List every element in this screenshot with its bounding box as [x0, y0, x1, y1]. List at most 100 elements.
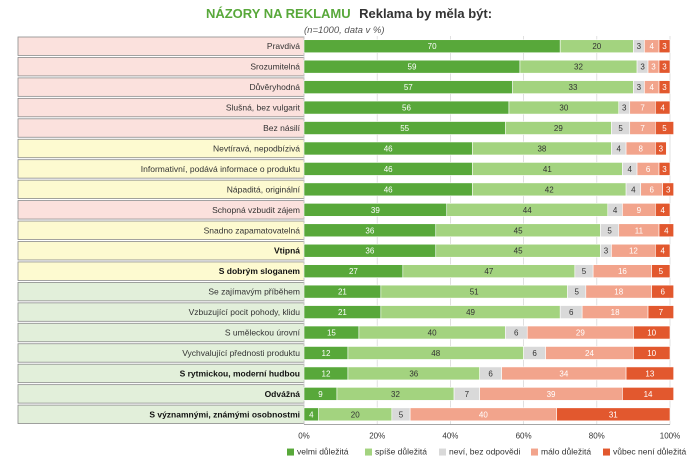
bar-value-label: 12 — [322, 349, 331, 358]
bar-value-label: 21 — [338, 308, 347, 317]
x-tick-label: 40% — [442, 432, 458, 441]
bar-value-label: 33 — [569, 83, 578, 92]
bar-value-label: 7 — [640, 124, 645, 133]
bar-value-label: 4 — [664, 226, 669, 235]
bar-value-label: 21 — [338, 288, 347, 297]
legend-swatch — [603, 448, 610, 456]
bar-segment — [655, 121, 674, 135]
x-tick-label: 0% — [298, 432, 310, 441]
category-label: Vzbuzující pocit pohody, klidu — [189, 307, 301, 317]
bar-value-label: 7 — [659, 308, 664, 317]
bar-value-label: 36 — [365, 247, 374, 256]
category-label: Nevtíravá, nepodbízivá — [213, 143, 300, 153]
legend-label: neví, bez odpovědi — [449, 447, 520, 457]
bar-value-label: 10 — [647, 349, 656, 358]
bar-value-label: 4 — [631, 185, 636, 194]
x-tick-label: 20% — [369, 432, 385, 441]
category-label: Důvěryhodná — [249, 82, 300, 92]
bar-value-label: 27 — [349, 267, 358, 276]
bar-value-label: 7 — [465, 390, 470, 399]
bar-value-label: 4 — [649, 83, 654, 92]
legend-swatch — [439, 448, 446, 456]
bar-value-label: 18 — [614, 288, 623, 297]
bar-value-label: 31 — [609, 410, 618, 419]
bar-value-label: 32 — [391, 390, 400, 399]
bar-segment — [655, 203, 671, 217]
bar-segment — [658, 39, 671, 54]
category-label: Snadno zapamatovatelná — [204, 225, 301, 235]
legend-swatch — [287, 448, 294, 456]
bar-segment — [622, 387, 674, 401]
bar-value-label: 9 — [637, 206, 642, 215]
bar-value-label: 4 — [628, 165, 633, 174]
bar-value-label: 48 — [431, 349, 440, 358]
category-label: Slušná, bez vulgarit — [226, 103, 301, 113]
bar-segment — [658, 162, 671, 176]
bar-value-label: 6 — [514, 329, 519, 338]
x-axis: 0% 20% 40% 60% 80% 100% — [298, 424, 680, 441]
bar-value-label: 42 — [545, 185, 554, 194]
bar-value-label: 55 — [400, 124, 409, 133]
category-label-box — [17, 118, 305, 138]
bar-value-label: 6 — [488, 369, 493, 378]
x-tick-label: 60% — [516, 432, 532, 441]
bar-segment — [658, 223, 674, 238]
bar-value-label: 18 — [611, 308, 620, 317]
bar-value-label: 39 — [547, 390, 556, 399]
bar-segment — [647, 305, 674, 319]
bar-value-label: 47 — [484, 267, 493, 276]
bar-value-label: 8 — [638, 144, 643, 153]
bar-value-label: 3 — [662, 63, 667, 72]
legend-label: vůbec není důležitá — [613, 447, 687, 457]
bar-segment — [655, 100, 671, 115]
category-label-box — [17, 241, 305, 261]
bar-value-label: 4 — [660, 104, 665, 113]
bar-value-label: 5 — [662, 124, 667, 133]
bar-value-label: 40 — [479, 410, 488, 419]
chart-subtitle: (n=1000, data v %) — [304, 25, 385, 36]
bar-value-label: 51 — [470, 288, 479, 297]
bar-value-label: 36 — [365, 226, 374, 235]
bar-segment — [658, 59, 671, 74]
bar-value-label: 3 — [640, 63, 645, 72]
bar-value-label: 3 — [662, 42, 667, 51]
bar-segment — [658, 80, 671, 94]
bar-segment — [651, 284, 674, 299]
legend-swatch — [531, 448, 538, 456]
category-label: Vtipná — [274, 246, 300, 256]
category-label: S dobrým sloganem — [219, 266, 301, 276]
bar-value-label: 56 — [402, 104, 411, 113]
bar-value-label: 6 — [660, 288, 665, 297]
bar-value-label: 3 — [666, 185, 671, 194]
category-label: Pravdivá — [267, 41, 300, 51]
bar-value-label: 3 — [637, 42, 642, 51]
legend-label: velmi důležitá — [297, 447, 349, 457]
bar-value-label: 34 — [559, 369, 568, 378]
bar-value-label: 5 — [574, 288, 579, 297]
category-label: S rytmickou, moderní hudbou — [180, 368, 300, 378]
bar-value-label: 12 — [322, 369, 331, 378]
chart-title-part1: NÁZORY NA REKLAMU — [206, 6, 351, 21]
bar-value-label: 38 — [537, 144, 546, 153]
bar-value-label: 5 — [618, 124, 623, 133]
bar-value-label: 30 — [559, 104, 568, 113]
bar-value-label: 3 — [662, 165, 667, 174]
chart-title: NÁZORY NA REKLAMU Reklama by měla být: — [206, 5, 492, 22]
bar-value-label: 13 — [645, 369, 654, 378]
x-tick-label: 100% — [660, 432, 680, 441]
bar-value-label: 32 — [574, 63, 583, 72]
bar-value-label: 40 — [428, 329, 437, 338]
bar-value-label: 39 — [371, 206, 380, 215]
category-label-box — [17, 36, 305, 56]
bar-value-label: 6 — [532, 349, 537, 358]
bar-segment — [651, 264, 671, 278]
bar-segment — [655, 243, 671, 258]
bar-value-label: 20 — [351, 410, 360, 419]
category-label: Nápaditá, originální — [227, 184, 301, 194]
bar-value-label: 70 — [428, 42, 437, 51]
bar-value-label: 29 — [554, 124, 563, 133]
bar-value-label: 5 — [582, 267, 587, 276]
bars: 70 20 3 4 359 32 3 3 357 33 3 4 356 30 3 7 455 29 5 7 546 38 4… — [303, 39, 674, 422]
